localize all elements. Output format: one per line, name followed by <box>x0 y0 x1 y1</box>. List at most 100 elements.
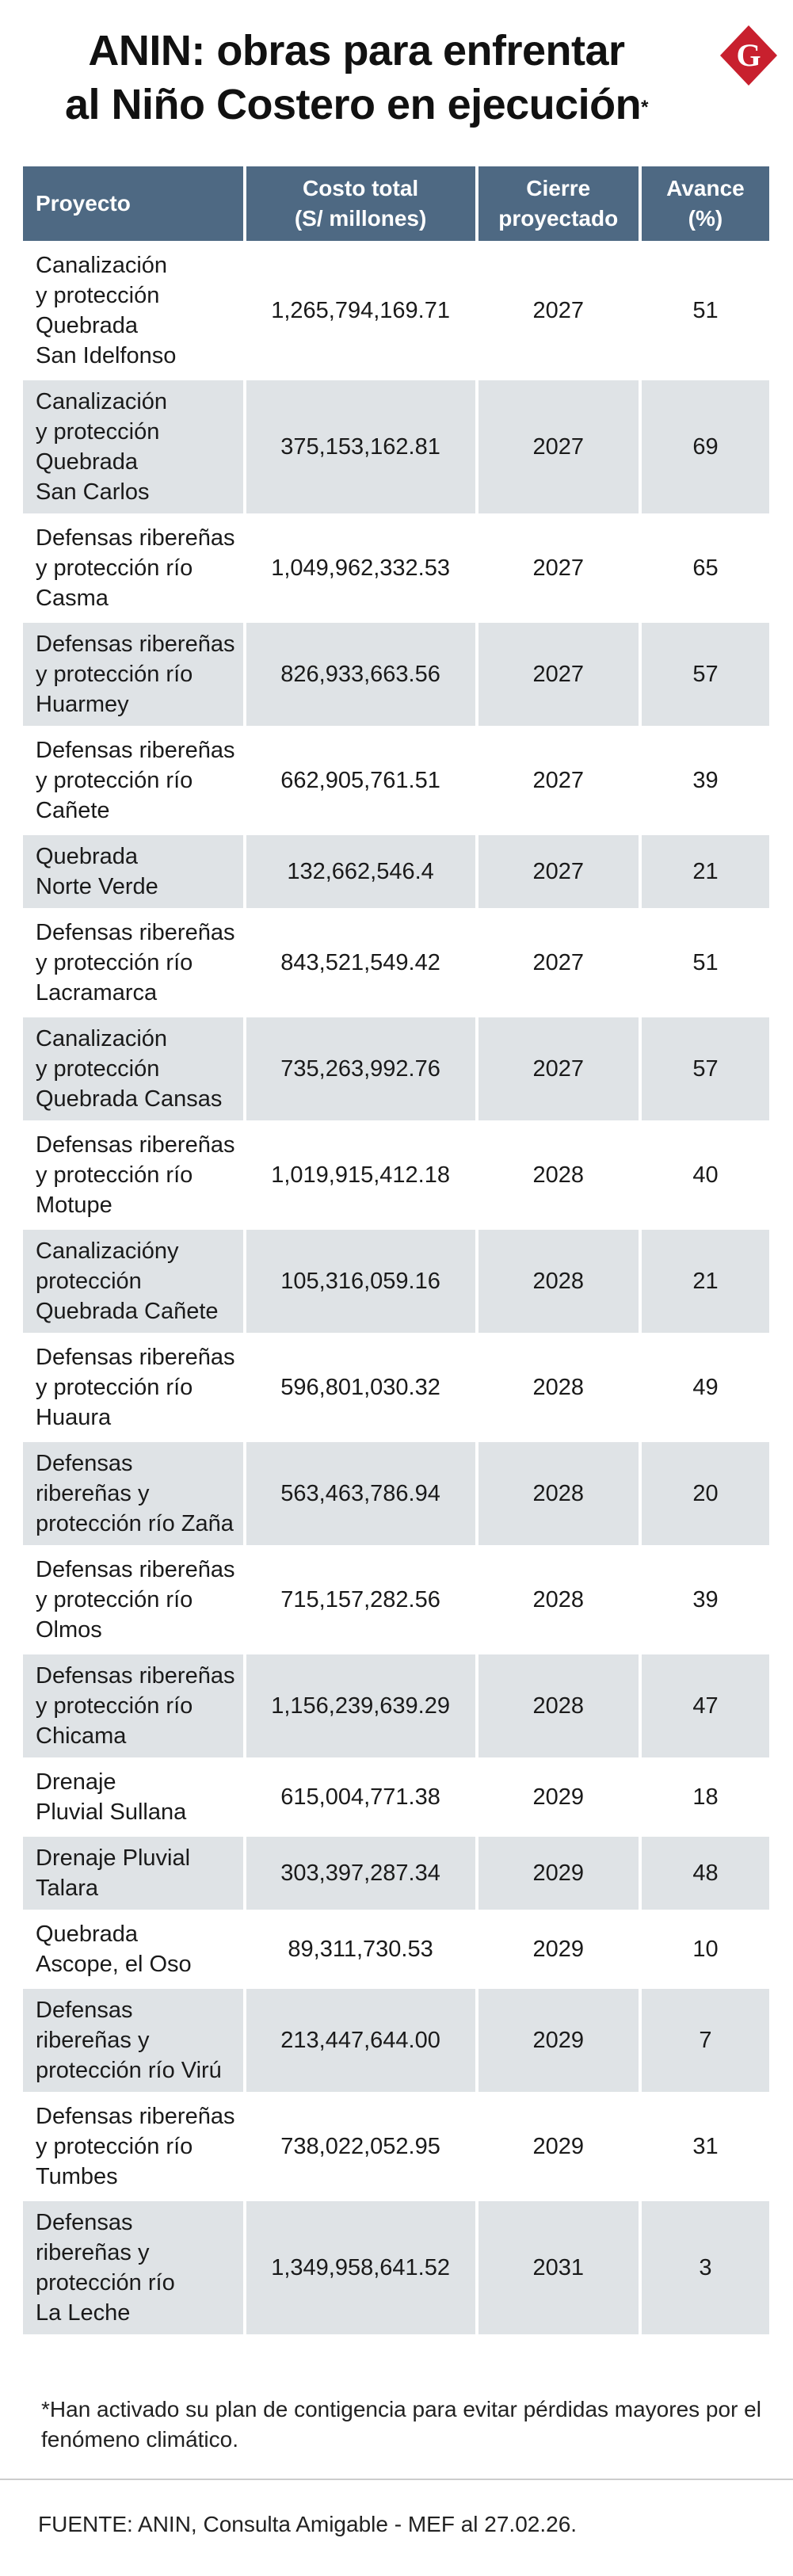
table-cell: 105,316,059.16 <box>246 1230 475 1333</box>
table-cell: 563,463,786.94 <box>246 1442 475 1545</box>
title-mark: * <box>641 97 648 118</box>
table-cell: 2029 <box>532 1937 585 1962</box>
table-row: Drenaje Pluvial Sullana 615,004,771.38 202… <box>23 1761 769 1834</box>
logo-shape <box>720 25 777 86</box>
table-cell: 3 <box>641 2201 769 2334</box>
table-cell: 2027 <box>532 768 585 793</box>
column-header: Avance (%) <box>641 166 769 241</box>
table-cell: Defensas ribereñas y protección río Motu… <box>36 1132 235 1218</box>
table-cell: 1,156,239,639.29 <box>246 1654 475 1757</box>
title-line: ANIN: obras para enfrentar <box>88 27 625 74</box>
table-cell: 1,349,958,641.52 <box>246 2201 475 2334</box>
table-row: Canalizacióny protección Quebrada Cañete… <box>23 1230 769 1333</box>
table-cell: 20 <box>641 1442 769 1545</box>
table-cell: 213,447,644.00 <box>246 1989 475 2092</box>
table-cell: 2029 <box>532 1784 585 1810</box>
table-row: Defensas ribereñas y protección río Lacr… <box>23 911 769 1014</box>
table-cell: 2028 <box>532 1162 585 1188</box>
table-cell: Defensas ribereñas y protección río Olmo… <box>36 1557 235 1643</box>
table-cell: 2029 <box>478 1837 639 1910</box>
table-cell: 21 <box>641 835 769 908</box>
table-cell: 2028 <box>478 1654 639 1757</box>
table-cell: 303,397,287.34 <box>246 1837 475 1910</box>
table-cell: 69 <box>641 380 769 513</box>
table: Proyecto Costo total (S/ millones) Cierre … <box>20 163 772 2337</box>
table-cell: 738,022,052.95 <box>280 2134 440 2159</box>
table-cell: 596,801,030.32 <box>280 1375 440 1400</box>
table-cell: 49 <box>692 1375 719 1400</box>
table-row: Drenaje Pluvial Talara 303,397,287.34 2029… <box>23 1837 769 1910</box>
table-cell: Defensas ribereñas y protección río Zaña <box>23 1442 243 1545</box>
footnote: *Han activado su plan de contigencia par… <box>41 2397 761 2452</box>
table-row: Defensas ribereñas y protección río Olmo… <box>23 1548 769 1651</box>
table-cell: 2027 <box>478 1017 639 1120</box>
title: ANIN: obras para enfrentar al Niño Coste… <box>0 24 713 132</box>
source: FUENTE: ANIN, Consulta Amigable - MEF al… <box>38 2512 578 2536</box>
table-cell: Canalizacióny protección Quebrada Cañete <box>23 1230 243 1333</box>
table-cell: Canalización y protección Quebrada San C… <box>23 380 243 513</box>
table-cell: 2027 <box>532 298 585 323</box>
table-row: Quebrada Ascope, el Oso 89,311,730.53 2029… <box>23 1913 769 1986</box>
table-row: Defensas ribereñas y protección río Chic… <box>23 1654 769 1757</box>
table-cell: 57 <box>641 1017 769 1120</box>
table-cell: Defensas ribereñas y protección río Cañe… <box>36 738 235 823</box>
table-row: Defensas ribereñas y protección río Huar… <box>23 623 769 726</box>
table-cell: 132,662,546.4 <box>246 835 475 908</box>
logo-letter: G <box>736 37 761 73</box>
table-cell: Defensas ribereñas y protección río La L… <box>23 2201 243 2334</box>
table-row: Defensas ribereñas y protección río Tumb… <box>23 2095 769 2198</box>
table-cell: Canalización y protección Quebrada Cansa… <box>23 1017 243 1120</box>
table-cell: 1,265,794,169.71 <box>271 298 450 323</box>
table-cell: 2027 <box>478 380 639 513</box>
table-row: Defensas ribereñas y protección río Motu… <box>23 1124 769 1227</box>
table-row: Defensas ribereñas y protección río Virú… <box>23 1989 769 2092</box>
table-cell: 47 <box>641 1654 769 1757</box>
table-cell: 40 <box>692 1162 719 1188</box>
table-cell: 10 <box>692 1937 719 1962</box>
table-cell: 662,905,761.51 <box>280 768 440 793</box>
table-cell: 2027 <box>478 835 639 908</box>
table-cell: 18 <box>692 1784 719 1810</box>
table-cell: 31 <box>692 2134 719 2159</box>
table-row: Defensas ribereñas y protección río Casm… <box>23 517 769 620</box>
table-cell: 51 <box>692 950 719 975</box>
table-row: Quebrada Norte Verde 132,662,546.4 2027 21 <box>23 835 769 908</box>
table-cell: 2027 <box>532 950 585 975</box>
table-cell: 826,933,663.56 <box>246 623 475 726</box>
table-row: Canalización y protección Quebrada Cansa… <box>23 1017 769 1120</box>
table-row: Defensas ribereñas y protección río Huau… <box>23 1336 769 1439</box>
table-row: Canalización y protección Quebrada San C… <box>23 380 769 513</box>
table-cell: Defensas ribereñas y protección río Virú <box>23 1989 243 2092</box>
table-cell: Defensas ribereñas y protección río Chic… <box>23 1654 243 1757</box>
table-cell: 1,019,915,412.18 <box>271 1162 450 1188</box>
table-cell: Canalización y protección Quebrada San I… <box>36 253 177 368</box>
table-cell: Defensas ribereñas y protección río Huar… <box>23 623 243 726</box>
table-row: Canalización y protección Quebrada San I… <box>23 244 769 377</box>
table-cell: 2028 <box>532 1587 585 1612</box>
divider <box>0 2479 793 2480</box>
table-cell: 2028 <box>478 1230 639 1333</box>
table-cell: 89,311,730.53 <box>288 1937 433 1962</box>
table-cell: 2027 <box>478 623 639 726</box>
table-cell: 615,004,771.38 <box>280 1784 440 1810</box>
table-cell: 48 <box>641 1837 769 1910</box>
logo: G <box>720 25 777 86</box>
title-line: al Niño Costero en ejecución* <box>0 78 713 132</box>
column-header: Cierre proyectado <box>478 166 639 241</box>
table-cell: Defensas ribereñas y protección río Casm… <box>36 525 235 611</box>
table-cell: 51 <box>692 298 719 323</box>
title-text: al Niño Costero en ejecución <box>65 81 642 128</box>
column-header: Proyecto <box>23 166 243 241</box>
table-cell: Defensas ribereñas y protección río Tumb… <box>36 2104 235 2189</box>
table-cell: Defensas ribereñas y protección río Huau… <box>36 1345 235 1430</box>
table-cell: Quebrada Norte Verde <box>23 835 243 908</box>
table-cell: 2031 <box>478 2201 639 2334</box>
table-row: Defensas ribereñas y protección río Zaña… <box>23 1442 769 1545</box>
table-cell: 2029 <box>478 1989 639 2092</box>
column-header: Costo total (S/ millones) <box>246 166 475 241</box>
table-body: Canalización y protección Quebrada San I… <box>23 244 769 2334</box>
table-cell: 7 <box>641 1989 769 2092</box>
table-cell: Drenaje Pluvial Sullana <box>36 1769 187 1825</box>
table-cell: 2029 <box>532 2134 585 2159</box>
table-cell: 2028 <box>478 1442 639 1545</box>
